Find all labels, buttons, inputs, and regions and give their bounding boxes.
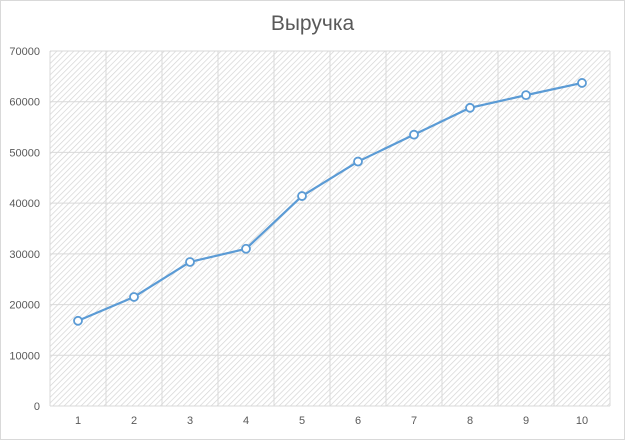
x-tick-label: 8 (467, 415, 473, 427)
data-point (185, 257, 195, 267)
x-axis: 1 2 3 4 5 6 7 8 9 10 (75, 415, 588, 427)
y-tick-label: 30000 (9, 249, 40, 261)
series (73, 78, 587, 326)
data-point (353, 156, 363, 167)
data-point (521, 90, 531, 101)
data-point (297, 191, 307, 201)
y-tick-label: 10000 (9, 350, 40, 362)
x-tick-label: 5 (299, 415, 305, 427)
series-line (77, 81, 583, 322)
x-tick-label: 10 (576, 415, 588, 427)
data-point (465, 102, 475, 113)
y-tick-label: 40000 (9, 198, 40, 210)
data-point (73, 315, 83, 326)
gridlines (49, 50, 611, 407)
y-tick-label: 50000 (9, 147, 40, 159)
y-tick-label: 60000 (9, 97, 40, 109)
y-tick-label: 70000 (9, 46, 40, 58)
y-tick-label: 0 (34, 401, 40, 413)
y-axis: 0 10000 20000 30000 40000 50000 60000 70000 (9, 46, 40, 413)
x-tick-label: 6 (355, 415, 361, 427)
x-tick-label: 4 (243, 415, 249, 427)
x-tick-label: 2 (131, 415, 137, 427)
chart-title: Выручка (270, 12, 355, 35)
data-point (409, 129, 419, 140)
x-tick-label: 9 (523, 415, 529, 427)
y-tick-label: 20000 (9, 300, 40, 312)
x-tick-label: 7 (411, 415, 417, 427)
x-tick-label: 1 (75, 415, 81, 427)
data-point (577, 78, 587, 88)
data-point (241, 243, 251, 254)
data-point (129, 292, 139, 302)
x-tick-label: 3 (187, 415, 193, 427)
